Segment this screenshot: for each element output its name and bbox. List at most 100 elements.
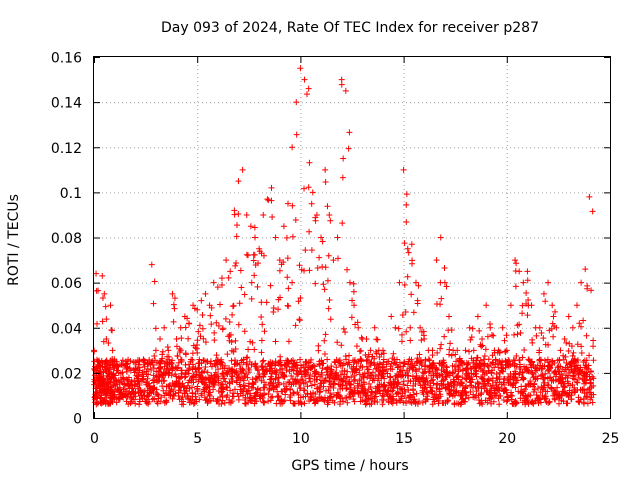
data-point <box>571 369 578 376</box>
data-point <box>426 357 433 364</box>
data-point <box>393 356 400 363</box>
data-point <box>153 398 160 405</box>
data-point <box>425 369 432 376</box>
data-point <box>260 252 267 259</box>
data-point <box>367 347 374 354</box>
data-point <box>219 326 226 333</box>
data-point <box>235 396 242 403</box>
data-point <box>182 369 189 376</box>
data-point <box>268 394 275 401</box>
data-point <box>368 388 375 395</box>
data-point <box>293 131 300 138</box>
data-point <box>308 247 315 254</box>
data-point <box>403 201 410 208</box>
data-point <box>289 202 296 209</box>
data-point <box>285 200 292 207</box>
data-point <box>198 390 205 397</box>
data-point <box>525 297 532 304</box>
data-point <box>397 363 404 370</box>
data-point <box>541 357 548 364</box>
data-point <box>105 339 112 346</box>
data-point <box>542 370 549 377</box>
data-point <box>268 184 275 191</box>
data-point <box>512 257 519 264</box>
data-point <box>315 347 322 354</box>
data-point <box>372 393 379 400</box>
data-point <box>112 382 119 389</box>
data-point <box>171 305 178 312</box>
x-tick-label: 15 <box>395 431 413 447</box>
data-point <box>319 360 326 367</box>
data-point <box>215 322 222 329</box>
data-point <box>210 386 217 393</box>
data-point <box>507 302 514 309</box>
data-point <box>152 347 159 354</box>
data-point <box>149 377 156 384</box>
data-point <box>463 383 470 390</box>
data-point <box>536 396 543 403</box>
data-point <box>281 361 288 368</box>
data-point <box>347 381 354 388</box>
data-point <box>372 365 379 372</box>
data-point <box>418 337 425 344</box>
data-point <box>483 388 490 395</box>
data-point <box>115 363 122 370</box>
data-point <box>525 356 532 363</box>
data-point <box>552 308 559 315</box>
data-point <box>404 361 411 368</box>
data-point <box>301 387 308 394</box>
data-point <box>259 321 266 328</box>
data-point <box>519 302 526 309</box>
data-point <box>281 386 288 393</box>
data-point <box>278 261 285 268</box>
data-point <box>403 400 410 407</box>
data-point <box>410 382 417 389</box>
data-point <box>588 384 595 391</box>
data-point <box>520 375 527 382</box>
data-point <box>552 396 559 403</box>
data-point <box>529 383 536 390</box>
data-point <box>248 279 255 286</box>
data-point <box>100 338 107 345</box>
data-point <box>332 372 339 379</box>
data-point <box>327 374 334 381</box>
data-point <box>307 394 314 401</box>
data-point <box>220 375 227 382</box>
data-point <box>475 384 482 391</box>
data-point <box>474 380 481 387</box>
data-point <box>536 324 543 331</box>
data-point <box>240 367 247 374</box>
data-point <box>256 248 263 255</box>
data-point <box>225 274 232 281</box>
data-point <box>198 297 205 304</box>
data-point <box>557 347 564 354</box>
data-point <box>290 389 297 396</box>
data-point <box>484 399 491 406</box>
data-point <box>307 372 314 379</box>
data-point <box>241 291 248 298</box>
data-point <box>590 357 597 364</box>
data-point <box>326 211 333 218</box>
data-point <box>136 357 143 364</box>
data-point <box>434 349 441 356</box>
data-point <box>239 392 246 399</box>
data-point <box>490 332 497 339</box>
data-point <box>355 324 362 331</box>
data-point <box>571 376 578 383</box>
data-point <box>125 374 132 381</box>
data-point <box>211 378 218 385</box>
data-point <box>172 371 179 378</box>
data-point <box>308 356 315 363</box>
data-point <box>500 368 507 375</box>
data-point <box>586 352 593 359</box>
data-point <box>583 362 590 369</box>
data-point <box>327 381 334 388</box>
data-point <box>178 370 185 377</box>
data-point <box>441 279 448 286</box>
data-point <box>525 381 532 388</box>
data-point <box>148 261 155 268</box>
data-point <box>190 302 197 309</box>
data-point <box>353 366 360 373</box>
y-tick-label: 0.08 <box>51 231 82 247</box>
data-point <box>164 343 171 350</box>
